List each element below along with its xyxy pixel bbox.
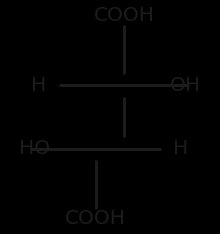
- Text: COOH: COOH: [65, 209, 126, 228]
- Text: OH: OH: [170, 76, 202, 95]
- Text: COOH: COOH: [94, 6, 155, 25]
- Text: H: H: [173, 139, 188, 158]
- Text: HO: HO: [18, 139, 50, 158]
- Text: H: H: [31, 76, 46, 95]
